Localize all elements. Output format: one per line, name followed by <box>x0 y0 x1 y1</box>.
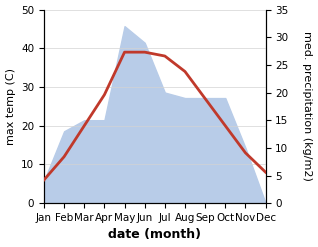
X-axis label: date (month): date (month) <box>108 228 201 242</box>
Y-axis label: max temp (C): max temp (C) <box>5 68 16 145</box>
Y-axis label: med. precipitation (kg/m2): med. precipitation (kg/m2) <box>302 31 313 181</box>
